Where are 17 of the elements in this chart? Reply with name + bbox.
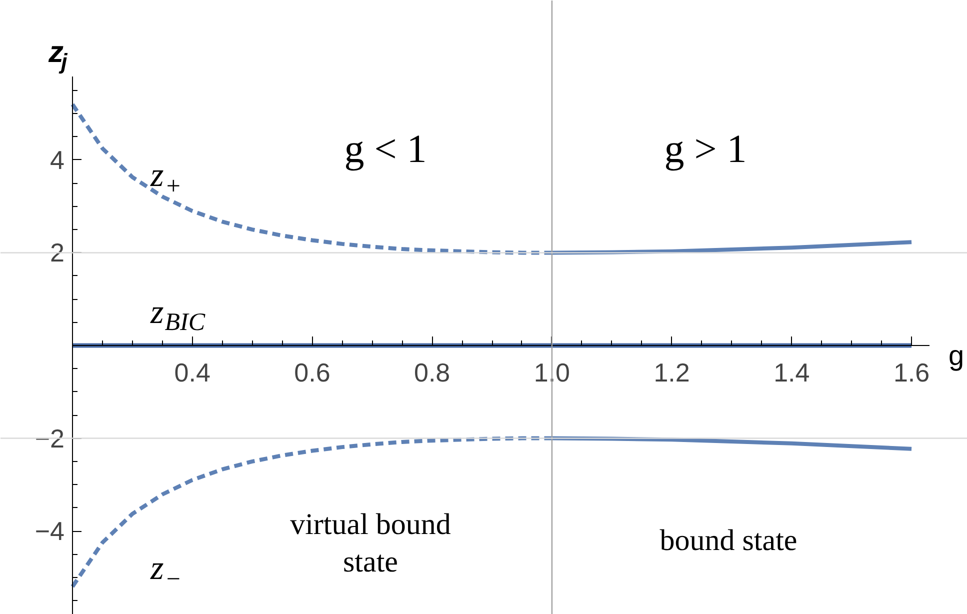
x-tick-label: 0.8 [414, 358, 450, 388]
x-tick-label: 0.4 [174, 358, 210, 388]
x-tick-label: 1.6 [893, 358, 930, 388]
y-tick-label: 2 [50, 238, 65, 268]
x-tick-label: 1.4 [774, 358, 810, 388]
annotation: g < 1 [344, 126, 427, 171]
x-tick-label: 1.2 [654, 358, 690, 388]
series-label: z− [150, 550, 182, 594]
y-tick-label: 4 [50, 144, 65, 175]
annotation: virtual bound state [290, 508, 451, 578]
x-tick-label: 0.6 [294, 358, 330, 388]
series-label: z+ [150, 157, 182, 200]
annotation: g > 1 [664, 126, 747, 171]
y-tick-label: −4 [34, 516, 65, 546]
x-tick-label: 1.0 [534, 358, 570, 388]
x-axis-title: g [948, 340, 964, 371]
annotation: bound state [660, 524, 798, 557]
